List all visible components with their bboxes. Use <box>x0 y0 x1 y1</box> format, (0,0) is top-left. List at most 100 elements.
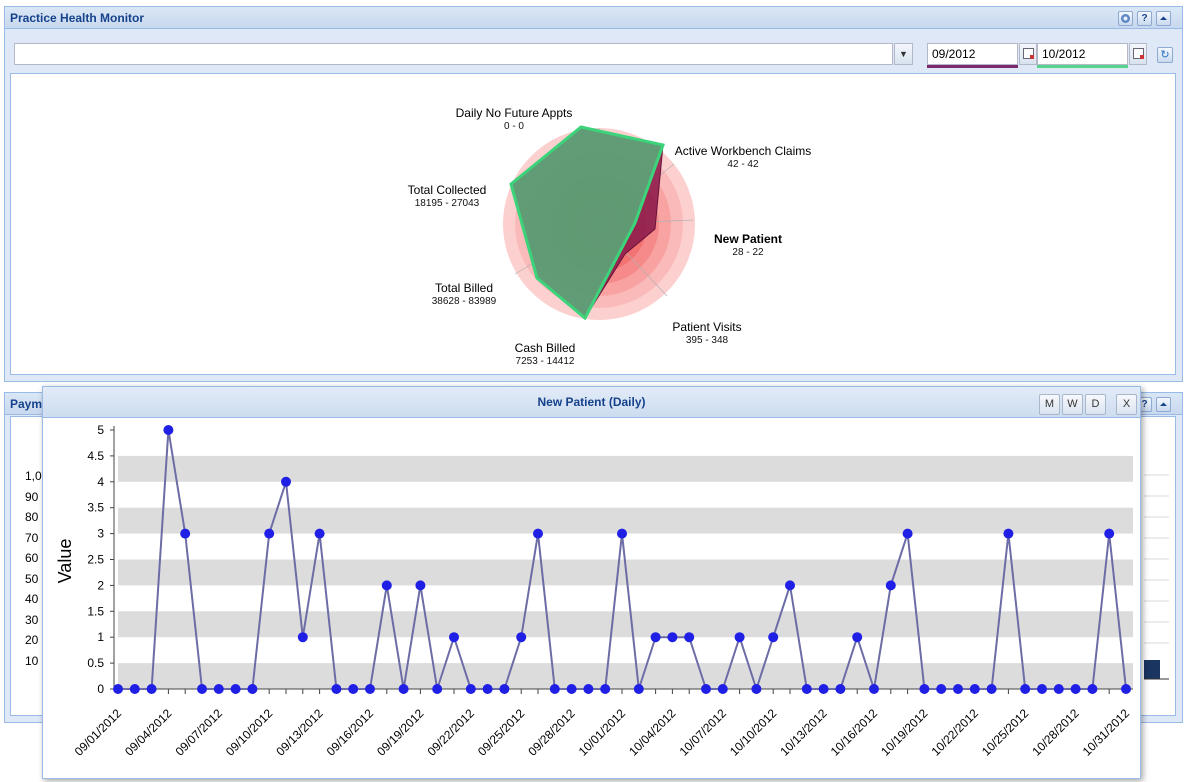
data-point[interactable] <box>465 684 476 694</box>
window-header[interactable]: New Patient (Daily) M W D X <box>43 387 1140 418</box>
data-point[interactable] <box>398 684 409 694</box>
data-point[interactable] <box>1003 528 1014 539</box>
data-point[interactable] <box>785 580 795 591</box>
data-point[interactable] <box>180 528 191 539</box>
x-tick-label: 10/28/2012 <box>1029 706 1082 759</box>
x-tick-label: 10/07/2012 <box>677 706 730 759</box>
data-point[interactable] <box>499 684 510 694</box>
data-point[interactable] <box>633 684 644 694</box>
payments-y-tick: 70 <box>25 530 39 545</box>
daily-button[interactable]: D <box>1085 394 1106 415</box>
monthly-button[interactable]: M <box>1039 394 1060 415</box>
radar-label-cash-billed[interactable]: Cash Billed 7253 - 14412 <box>514 341 576 368</box>
data-point[interactable] <box>835 684 846 694</box>
data-point[interactable] <box>516 632 527 643</box>
data-point[interactable] <box>533 528 543 539</box>
data-point[interactable] <box>1070 684 1081 694</box>
data-point[interactable] <box>449 632 459 643</box>
data-point[interactable] <box>1020 684 1031 694</box>
data-point[interactable] <box>869 684 879 694</box>
gear-icon[interactable] <box>1118 11 1133 26</box>
radar-label-total-collected[interactable]: Total Collected 18195 - 27043 <box>407 183 487 210</box>
data-point[interactable] <box>852 632 863 643</box>
data-point[interactable] <box>281 476 291 487</box>
data-point[interactable] <box>885 580 896 591</box>
chevron-down-icon[interactable]: ▼ <box>894 43 913 65</box>
data-point[interactable] <box>902 528 913 539</box>
data-point[interactable] <box>986 684 997 694</box>
payments-y-tick: 10 <box>25 653 39 668</box>
calendar-icon[interactable] <box>1019 43 1037 65</box>
data-point[interactable] <box>146 684 157 694</box>
data-point[interactable] <box>717 684 728 694</box>
data-point[interactable] <box>617 528 627 539</box>
data-point[interactable] <box>331 684 342 694</box>
data-point[interactable] <box>684 632 695 643</box>
y-tick-label: 5 <box>97 423 104 437</box>
close-button[interactable]: X <box>1116 394 1137 415</box>
new-patient-line-chart: 00.511.522.533.544.55Value09/01/201209/0… <box>55 423 1133 759</box>
data-point[interactable] <box>365 684 375 694</box>
data-point[interactable] <box>113 684 123 694</box>
data-point[interactable] <box>1053 684 1064 694</box>
data-point[interactable] <box>566 684 577 694</box>
data-point[interactable] <box>1121 684 1131 694</box>
data-point[interactable] <box>734 632 745 643</box>
data-point[interactable] <box>801 684 812 694</box>
data-point[interactable] <box>583 684 594 694</box>
data-point[interactable] <box>969 684 980 694</box>
data-point[interactable] <box>549 684 560 694</box>
data-point[interactable] <box>600 684 611 694</box>
data-point[interactable] <box>701 684 711 694</box>
date-from-field[interactable]: 09/2012 <box>927 43 1018 65</box>
data-point[interactable] <box>1104 528 1115 539</box>
x-tick-label: 10/01/2012 <box>576 706 629 759</box>
y-tick-label: 0.5 <box>87 656 104 670</box>
data-point[interactable] <box>768 632 779 643</box>
radar-label-new-patient[interactable]: New Patient 28 - 22 <box>713 232 783 259</box>
date-to-field[interactable]: 10/2012 <box>1037 43 1128 65</box>
collapse-icon[interactable] <box>1156 397 1171 412</box>
data-point[interactable] <box>1037 684 1047 694</box>
weekly-button[interactable]: W <box>1062 394 1083 415</box>
radar-label-active-workbench-claims[interactable]: Active Workbench Claims 42 - 42 <box>674 144 812 171</box>
payments-y-tick: 40 <box>25 592 39 606</box>
calendar-icon[interactable] <box>1129 43 1147 65</box>
x-tick-label: 09/07/2012 <box>173 706 226 759</box>
panel-title: Payme <box>10 397 49 411</box>
data-point[interactable] <box>213 684 224 694</box>
data-point[interactable] <box>432 684 443 694</box>
radar-chart <box>503 125 695 321</box>
data-point[interactable] <box>264 528 275 539</box>
radar-label-daily-no-future-appts[interactable]: Daily No Future Appts 0 - 0 <box>455 106 573 133</box>
metric-combo-input[interactable] <box>14 43 893 65</box>
radar-label-total-billed[interactable]: Total Billed 38628 - 83989 <box>431 281 497 308</box>
data-point[interactable] <box>314 528 325 539</box>
data-point[interactable] <box>919 684 930 694</box>
data-point[interactable] <box>936 684 947 694</box>
refresh-icon[interactable]: ↻ <box>1157 47 1173 63</box>
data-point[interactable] <box>230 684 241 694</box>
data-point[interactable] <box>1087 684 1098 694</box>
payments-y-tick: 20 <box>25 633 39 647</box>
data-point[interactable] <box>348 684 359 694</box>
x-tick-label: 09/04/2012 <box>122 706 175 759</box>
radar-label-patient-visits[interactable]: Patient Visits 395 - 348 <box>672 320 742 347</box>
data-point[interactable] <box>953 684 963 694</box>
data-point[interactable] <box>818 684 829 694</box>
x-tick-label: 10/16/2012 <box>828 706 881 759</box>
data-point[interactable] <box>163 425 174 435</box>
data-point[interactable] <box>482 684 493 694</box>
data-point[interactable] <box>650 632 661 643</box>
data-point[interactable] <box>381 580 392 591</box>
data-point[interactable] <box>197 684 207 694</box>
collapse-icon[interactable] <box>1156 11 1171 26</box>
data-point[interactable] <box>751 684 762 694</box>
data-point[interactable] <box>667 632 678 643</box>
data-point[interactable] <box>415 580 426 591</box>
data-point[interactable] <box>247 684 258 694</box>
data-point[interactable] <box>129 684 140 694</box>
help-icon[interactable]: ? <box>1137 11 1152 26</box>
practice-health-monitor-panel: Practice Health Monitor ? ▼ 09/2012 10/2… <box>4 6 1183 382</box>
data-point[interactable] <box>297 632 308 643</box>
